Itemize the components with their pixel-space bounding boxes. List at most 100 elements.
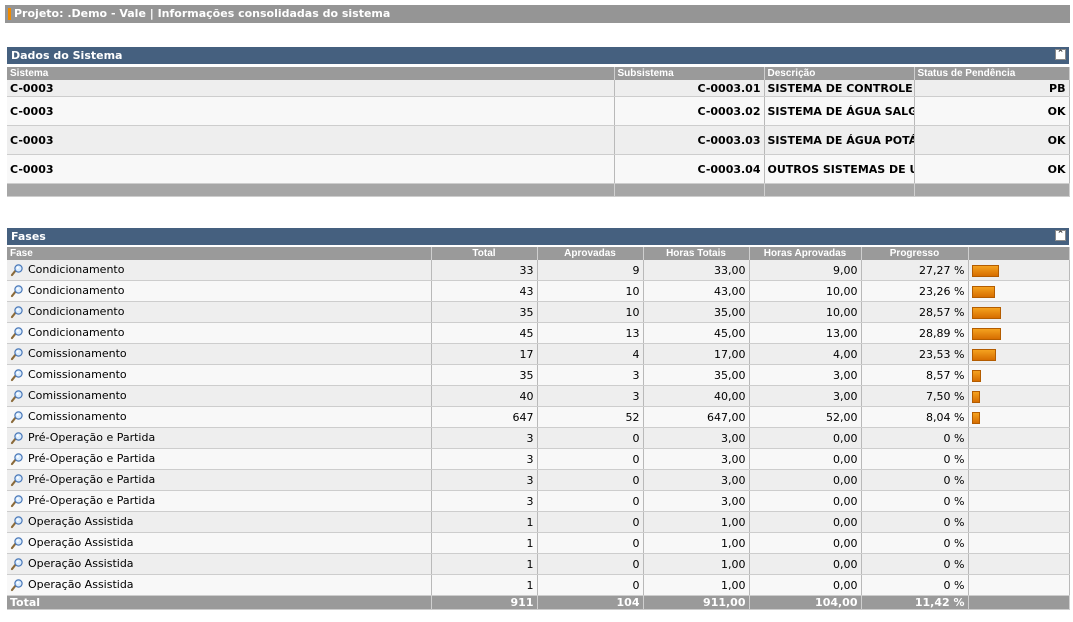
table-row[interactable]: Operação Assistida 1 0 1,00 0,00 0 % <box>7 553 1070 575</box>
cell-total: 35 <box>431 364 538 386</box>
magnifier-icon[interactable] <box>10 327 24 340</box>
cell-fase: Comissionamento <box>7 343 432 365</box>
cell-horas-totais: 1,00 <box>643 574 750 596</box>
cell-horas-totais: 3,00 <box>643 469 750 491</box>
cell-aprovadas: 10 <box>537 280 644 302</box>
cell-horas-aprovadas: 10,00 <box>749 280 862 302</box>
cell-horas-totais: 3,00 <box>643 448 750 470</box>
footer-cell <box>914 183 1070 197</box>
cell-total: 35 <box>431 301 538 323</box>
col-fase[interactable]: Fase <box>7 247 432 260</box>
table-row[interactable]: Condicionamento 43 10 43,00 10,00 23,26 % <box>7 280 1070 302</box>
fase-label: Comissionamento <box>28 368 127 382</box>
cell-aprovadas: 52 <box>537 406 644 428</box>
cell-horas-aprovadas: 0,00 <box>749 490 862 512</box>
cell-progress-bar <box>968 280 1070 302</box>
col-horas-aprovadas[interactable]: Horas Aprovadas <box>749 247 862 260</box>
cell-progress-bar <box>968 469 1070 491</box>
cell-aprovadas: 0 <box>537 490 644 512</box>
cell-fase: Pré-Operação e Partida <box>7 490 432 512</box>
magnifier-icon[interactable] <box>10 453 24 466</box>
cell-progress-bar <box>968 343 1070 365</box>
table-row[interactable]: Comissionamento 17 4 17,00 4,00 23,53 % <box>7 343 1070 365</box>
cell-fase: Condicionamento <box>7 260 432 281</box>
cell-horas-totais: 3,00 <box>643 490 750 512</box>
magnifier-icon[interactable] <box>10 411 24 424</box>
table-row[interactable]: Pré-Operação e Partida 3 0 3,00 0,00 0 % <box>7 490 1070 512</box>
cell-subsistema: C-0003.04 <box>614 154 765 184</box>
magnifier-icon[interactable] <box>10 390 24 403</box>
magnifier-icon[interactable] <box>10 474 24 487</box>
table-row[interactable]: Comissionamento 35 3 35,00 3,00 8,57 % <box>7 364 1070 386</box>
cell-subsistema: C-0003.03 <box>614 125 765 155</box>
magnifier-icon[interactable] <box>10 306 24 319</box>
table-row[interactable]: Comissionamento 647 52 647,00 52,00 8,04 % <box>7 406 1070 428</box>
fase-label: Operação Assistida <box>28 515 134 529</box>
table-row[interactable]: Operação Assistida 1 0 1,00 0,00 0 % <box>7 574 1070 596</box>
cell-aprovadas: 10 <box>537 301 644 323</box>
cell-fase: Comissionamento <box>7 385 432 407</box>
table-row[interactable]: C-0003 C-0003.01 SISTEMA DE CONTROLE PB <box>7 80 1070 97</box>
col-total[interactable]: Total <box>431 247 538 260</box>
table-row[interactable]: Operação Assistida 1 0 1,00 0,00 0 % <box>7 532 1070 554</box>
col-subsistema[interactable]: Subsistema <box>614 67 765 80</box>
cell-progresso: 0 % <box>861 469 969 491</box>
col-sistema[interactable]: Sistema <box>7 67 615 80</box>
cell-fase: Operação Assistida <box>7 532 432 554</box>
magnifier-icon[interactable] <box>10 264 24 277</box>
collapse-up-icon[interactable]: ⌃ <box>1055 49 1066 60</box>
cell-progresso: 0 % <box>861 448 969 470</box>
cell-progresso: 7,50 % <box>861 385 969 407</box>
magnifier-icon[interactable] <box>10 285 24 298</box>
table-row[interactable]: Condicionamento 45 13 45,00 13,00 28,89 % <box>7 322 1070 344</box>
table-row[interactable]: Pré-Operação e Partida 3 0 3,00 0,00 0 % <box>7 469 1070 491</box>
cell-horas-aprovadas: 0,00 <box>749 574 862 596</box>
cell-horas-totais: 3,00 <box>643 427 750 449</box>
fase-label: Condicionamento <box>28 284 125 298</box>
magnifier-icon[interactable] <box>10 558 24 571</box>
table-row[interactable]: Condicionamento 33 9 33,00 9,00 27,27 % <box>7 260 1070 281</box>
cell-aprovadas: 0 <box>537 532 644 554</box>
magnifier-icon[interactable] <box>10 348 24 361</box>
table-row[interactable]: Pré-Operação e Partida 3 0 3,00 0,00 0 % <box>7 448 1070 470</box>
progress-bar <box>971 285 995 298</box>
cell-horas-aprovadas: 13,00 <box>749 322 862 344</box>
magnifier-icon[interactable] <box>10 495 24 508</box>
table-row[interactable]: Condicionamento 35 10 35,00 10,00 28,57 % <box>7 301 1070 323</box>
magnifier-icon[interactable] <box>10 516 24 529</box>
cell-total: 17 <box>431 343 538 365</box>
page-title-bar: Projeto: .Demo - Vale | Informações cons… <box>5 5 1070 23</box>
col-progress-bar <box>968 247 1070 260</box>
total-progresso: 11,42 % <box>861 595 969 610</box>
table-row[interactable]: Operação Assistida 1 0 1,00 0,00 0 % <box>7 511 1070 533</box>
cell-aprovadas: 3 <box>537 385 644 407</box>
cell-aprovadas: 4 <box>537 343 644 365</box>
magnifier-icon[interactable] <box>10 579 24 592</box>
cell-progress-bar <box>968 490 1070 512</box>
cell-horas-totais: 35,00 <box>643 301 750 323</box>
magnifier-icon[interactable] <box>10 432 24 445</box>
magnifier-icon[interactable] <box>10 537 24 550</box>
cell-total: 647 <box>431 406 538 428</box>
cell-total: 1 <box>431 553 538 575</box>
fases-table: Fase Total Aprovadas Horas Totais Horas … <box>7 247 1070 610</box>
cell-subsistema: C-0003.01 <box>614 80 765 97</box>
cell-aprovadas: 0 <box>537 574 644 596</box>
col-descricao[interactable]: Descrição <box>764 67 915 80</box>
cell-sistema: C-0003 <box>7 80 615 97</box>
table-row[interactable]: Comissionamento 40 3 40,00 3,00 7,50 % <box>7 385 1070 407</box>
magnifier-icon[interactable] <box>10 369 24 382</box>
col-aprovadas[interactable]: Aprovadas <box>537 247 644 260</box>
table-row[interactable]: Pré-Operação e Partida 3 0 3,00 0,00 0 % <box>7 427 1070 449</box>
cell-aprovadas: 0 <box>537 427 644 449</box>
col-progresso[interactable]: Progresso <box>861 247 969 260</box>
collapse-up-icon[interactable]: ⌃ <box>1055 230 1066 241</box>
footer-cell <box>614 183 765 197</box>
col-horas-totais[interactable]: Horas Totais <box>643 247 750 260</box>
col-status[interactable]: Status de Pendência <box>914 67 1070 80</box>
cell-aprovadas: 0 <box>537 469 644 491</box>
cell-horas-aprovadas: 10,00 <box>749 301 862 323</box>
